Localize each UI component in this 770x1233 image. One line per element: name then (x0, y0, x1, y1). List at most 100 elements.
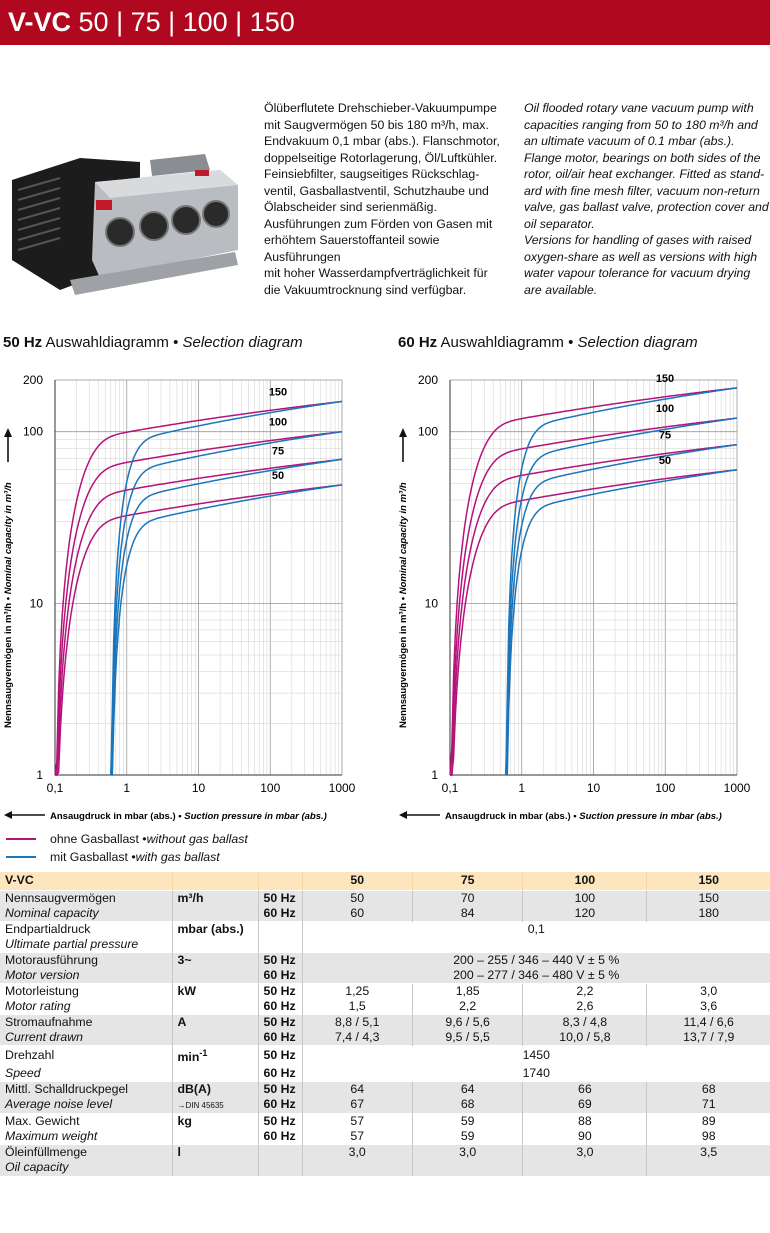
table-cell: 3,0 (522, 1143, 647, 1160)
table-cell: 7,4 / 4,3 (301, 1030, 413, 1046)
row-frequency: 50 Hz (257, 983, 302, 1000)
table-cell: 69 (522, 1096, 647, 1114)
y-axis-label-de: Nennsaugvermögen in m³/h (3, 603, 14, 728)
table-header-row: V-VC 50 75 100 150 (0, 872, 770, 890)
table-cell: 3,0 (411, 1143, 523, 1160)
curve-label: 50 (272, 470, 284, 482)
row-unit-text: dB(A) (177, 1081, 211, 1096)
chart-title-60hz: 60 Hz Auswahldiagramm • Selection diagra… (398, 334, 698, 351)
header-title-bold: V-VC (8, 7, 72, 37)
row-frequency: 50 Hz (257, 1080, 302, 1097)
row-label-de: Nennsaugvermögen (0, 889, 172, 906)
row-unit-note (171, 999, 258, 1015)
table-cell: 8,3 / 4,8 (522, 1014, 647, 1031)
series-line-with-ballast-150 (505, 387, 738, 776)
table-cell: 10,0 / 5,8 (522, 1030, 647, 1046)
table-header-cell: 75 (411, 872, 523, 890)
row-label-de: Drehzahl (0, 1045, 172, 1066)
y-axis-label: Nennsaugvermögen in m³/h • Nominal capac… (398, 482, 409, 728)
grid (54, 379, 343, 776)
table-cell: 70 (411, 889, 523, 906)
selection-chart-50hz: 0,1 1 10 100 1000 1 10 100 200 Ansaugdruck in mba… (3, 373, 356, 822)
x-tick-label: 10 (192, 781, 206, 795)
chart-title-de: Auswahldiagramm • (437, 334, 578, 351)
x-axis-label: Ansaugdruck in mbar (abs.) • Suction pre… (50, 811, 327, 822)
table-cell: 71 (646, 1096, 770, 1114)
table-cell (411, 1160, 523, 1176)
row-label-en: Average noise level (0, 1096, 172, 1114)
x-tick-label: 0,1 (47, 781, 64, 795)
header-title-models: 50 | 75 | 100 | 150 (71, 7, 295, 37)
row-label-de: Motorleistung (0, 983, 172, 1000)
series-line-with-ballast-100 (505, 417, 738, 776)
table-cell: 1,85 (411, 983, 523, 1000)
table-cell: 2,2 (411, 999, 523, 1015)
table-cell: 1,5 (301, 999, 413, 1015)
description-line: Flange motor, bearings on both sides of … (524, 150, 761, 165)
table-row: Max. Gewicht kg 50 Hz 57 59 88 89 (0, 1112, 770, 1129)
description-line: erhöhtem Sauerstoffanteil sowie Ausführu… (264, 233, 440, 264)
row-frequency: 60 Hz (257, 967, 302, 984)
table-cell-span (301, 936, 770, 953)
row-unit-text: kW (177, 984, 196, 999)
description-line: rotor, oil/air heat exchanger. Fitted as… (524, 167, 765, 181)
row-unit-note (171, 1030, 258, 1046)
row-label-en-text: Ultimate partial pressure (5, 936, 139, 951)
y-tick-label: 1 (431, 768, 438, 782)
x-tick-label: 0,1 (442, 781, 459, 795)
table-row: Öleinfüllmenge l 3,0 3,0 3,0 3,5 (0, 1143, 770, 1160)
y-tick-label: 100 (23, 425, 43, 439)
table-cell: 68 (646, 1080, 770, 1097)
description-line: Versions for handling of gases with rais… (524, 233, 752, 247)
table-cell-span: 200 – 255 / 346 – 440 V ± 5 % (301, 951, 770, 968)
table-row: Motor version 60 Hz 200 – 277 / 346 – 480 … (0, 967, 770, 984)
table-cell: 11,4 / 6,6 (646, 1014, 770, 1031)
table-cell (646, 1160, 770, 1176)
curve-label: 150 (656, 373, 674, 385)
table-cell: 3,0 (646, 983, 770, 1000)
description-line: capacities ranging from 50 to 180 m³/h a… (524, 117, 758, 132)
table-header-cell (257, 872, 302, 890)
x-axis-label: Ansaugdruck in mbar (abs.) • Suction pre… (445, 811, 722, 822)
table-cell: 60 (301, 905, 413, 922)
row-unit-note (171, 1160, 258, 1176)
x-arrow-head (399, 811, 407, 819)
table-cell: 3,0 (301, 1143, 413, 1160)
row-frequency: 60 Hz (257, 905, 302, 922)
row-label-en-text: Current drawn (5, 1030, 83, 1045)
row-frequency: 50 Hz (257, 889, 302, 906)
row-label-en: Speed (0, 1065, 172, 1082)
series-line-with-ballast-50 (505, 469, 738, 776)
table-cell: 59 (411, 1128, 523, 1145)
unit-note: →DIN 45635 (177, 1100, 224, 1110)
table-cell: 150 (646, 889, 770, 906)
row-label-en-text: Nominal capacity (5, 905, 99, 920)
row-label-en: Oil capacity (0, 1160, 172, 1176)
description-line: valve, gas ballast valve, protection cov… (524, 200, 769, 214)
table-cell (522, 1160, 647, 1176)
description-line: Oil flooded rotary vane vacuum pump with (524, 101, 754, 115)
table-cell: 90 (522, 1128, 647, 1145)
x-tick-label: 100 (260, 781, 280, 795)
description-german: Ölüberflutete Drehschieber-Vakuumpumpe mi… (264, 100, 514, 298)
description-line: die Vakuumtrocknung sind verfügbar. (264, 282, 467, 297)
legend-text-en: without gas ballast (146, 832, 248, 846)
row-frequency: 60 Hz (257, 1096, 302, 1114)
curve-label: 75 (272, 445, 284, 457)
table-cell: 98 (646, 1128, 770, 1145)
row-frequency: 60 Hz (257, 1128, 302, 1145)
description-line: Ausführungen zum Förden von Gasen mit (264, 216, 493, 231)
row-frequency: 50 Hz (257, 1112, 302, 1129)
description-line: mit Saugvermögen 50 bis 180 m³/h, max. (264, 117, 489, 132)
table-cell: 84 (411, 905, 523, 922)
chart-title-hz: 50 Hz (3, 334, 43, 351)
vacuum-pump-photo (12, 154, 238, 295)
table-cell-span: 1450 (301, 1045, 770, 1066)
y-axis-separator: • (398, 594, 409, 603)
legend-line-magenta (6, 838, 36, 840)
description-line: Ölabscheider sind serienmäßig. (264, 200, 437, 214)
x-axis-label-de: Ansaugdruck in mbar (abs.) (50, 811, 176, 822)
row-frequency: 60 Hz (257, 1065, 302, 1082)
x-tick-label: 10 (587, 781, 601, 795)
series-line-with-ballast-50 (110, 484, 343, 776)
